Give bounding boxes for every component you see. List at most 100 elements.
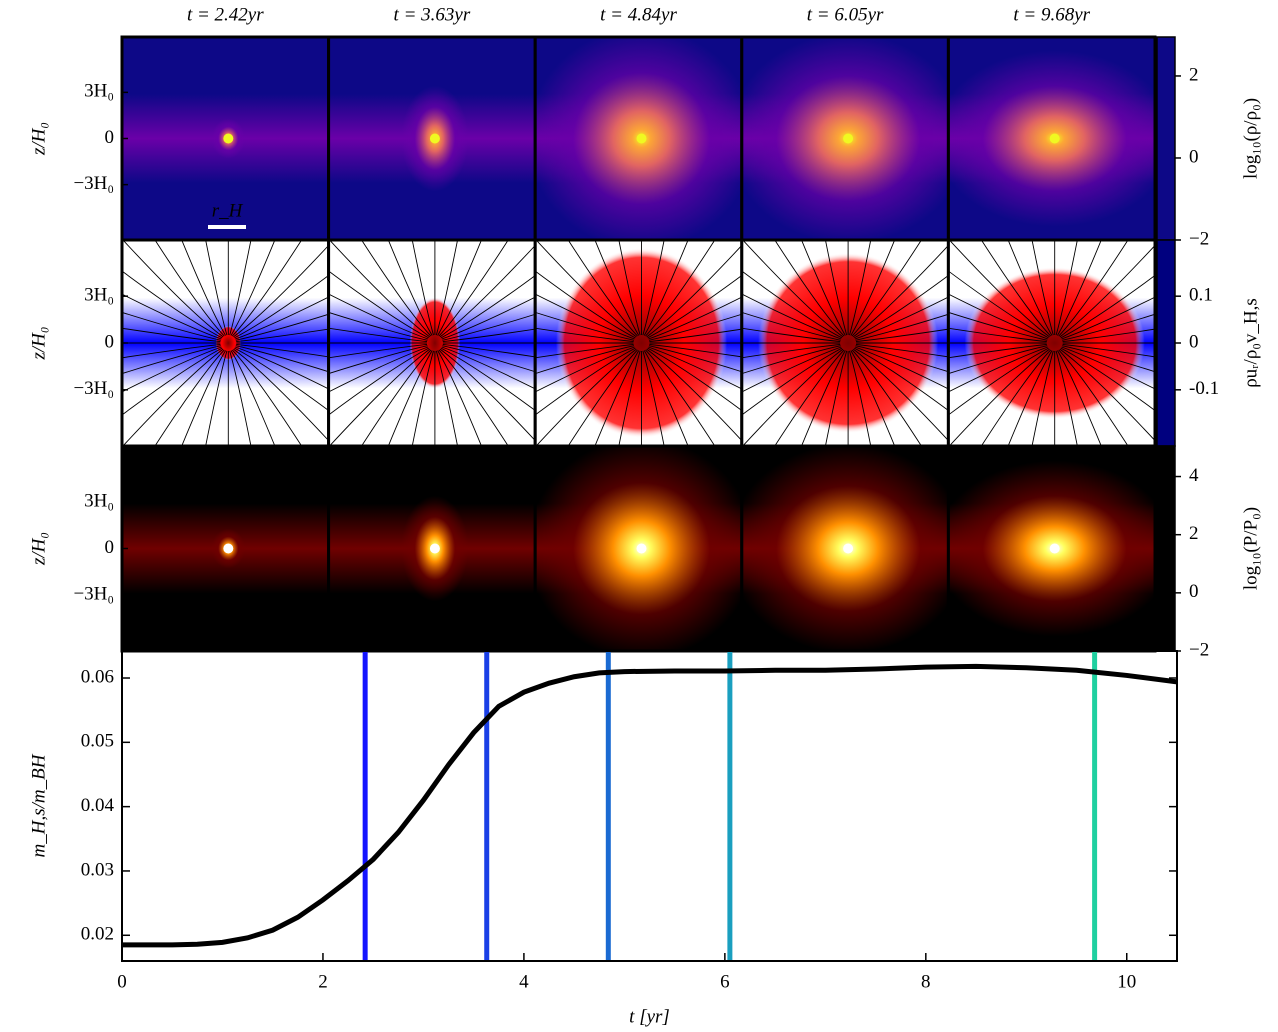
streamline [948,311,1048,341]
streamline [328,327,428,343]
streamline [439,348,536,442]
streamline [647,274,742,339]
x-axis-label: t [yr] [629,1006,670,1027]
heatmap-panel [948,240,1156,446]
streamline [1057,350,1102,446]
streamline [852,348,949,442]
streamline [235,346,329,390]
y-tick-label: −3H₀ [73,173,114,194]
streamline [122,270,223,339]
streamline [435,240,459,336]
streamline [233,244,329,338]
streamline [1062,328,1156,343]
streamline [229,350,252,446]
streamline [643,240,689,336]
streamline [122,343,221,359]
streamline [643,350,689,446]
core [1049,133,1060,144]
streamline [849,240,872,336]
streamline [741,270,843,339]
y-tick-label: 0.03 [81,859,114,880]
streamline [824,350,848,446]
x-tick-label: 8 [921,971,931,992]
streamline [594,350,640,446]
streamline [646,244,742,338]
streamline [649,328,742,343]
streamline [1062,343,1156,358]
streamline [235,345,329,373]
y-axis-label: z/H₀ [28,532,49,566]
panel-title: t = 3.63yr [394,4,471,25]
streamline [235,296,329,340]
heatmap-panel [535,446,742,651]
streamline [854,296,949,340]
streamline [442,328,536,343]
panel-title: t = 6.05yr [807,4,884,25]
panel-title: t = 4.84yr [600,4,677,25]
streamline [850,240,896,336]
colorbar-tick-label: -0.1 [1189,378,1219,399]
streamline [435,350,459,446]
streamline [442,313,536,341]
colorbar-tick-label: 0 [1189,331,1199,352]
colorbar [1156,445,1176,652]
streamline [741,311,841,341]
streamline [411,350,434,446]
streamline [229,240,252,336]
streamline [441,296,536,340]
y-tick-label: 3H₀ [84,81,114,102]
colorbar-label: ρuᵣ/ρ₀v_H,s [1240,298,1261,388]
streamline [1061,346,1156,390]
streamline [1060,347,1156,412]
mass-curve [122,663,1178,948]
x-tick-label: 2 [318,971,328,992]
y-axis-label: z/H₀ [28,327,49,361]
streamline [618,240,641,336]
streamline [849,350,872,446]
streamline [328,347,429,416]
streamline [948,343,1047,359]
streamline [122,346,222,393]
streamline [442,345,536,373]
x-tick-label: 0 [117,971,127,992]
streamline [648,296,742,340]
colorbar-tick-label: 2 [1189,523,1199,544]
streamline [411,240,434,336]
streamline [181,350,226,446]
streamline [855,328,949,343]
colorbar-tick-label: −2 [1189,639,1209,660]
streamline [205,350,228,446]
streamline [741,343,841,359]
streamline [234,347,329,412]
heatmap-panel [122,37,329,240]
streamline [236,328,329,343]
core [223,543,234,554]
streamline [535,293,635,340]
streamline [1062,345,1156,373]
streamline [824,240,848,336]
colorbar-tick-label: 2 [1189,64,1199,85]
streamline [235,313,329,341]
streamline [535,343,634,359]
colorbar-tick-label: 4 [1189,465,1199,486]
heatmap-panel [122,446,329,651]
y-tick-label: −3H₀ [73,378,114,399]
colorbar-tick-label: −2 [1189,228,1209,249]
streamline [535,347,636,416]
streamline [801,240,846,336]
streamline [328,240,431,338]
streamline [122,327,221,343]
streamline [1059,348,1156,442]
y-tick-label: 3H₀ [84,285,114,306]
y-tick-label: 0.05 [81,731,114,752]
streamline [122,293,222,340]
streamline [801,350,846,446]
streamline [535,311,635,341]
streamline [741,293,842,340]
streamline [535,346,635,393]
streamline [742,240,844,338]
x-tick-label: 6 [720,971,730,992]
panel-title: t = 9.68yr [1013,4,1090,25]
core [636,543,647,554]
